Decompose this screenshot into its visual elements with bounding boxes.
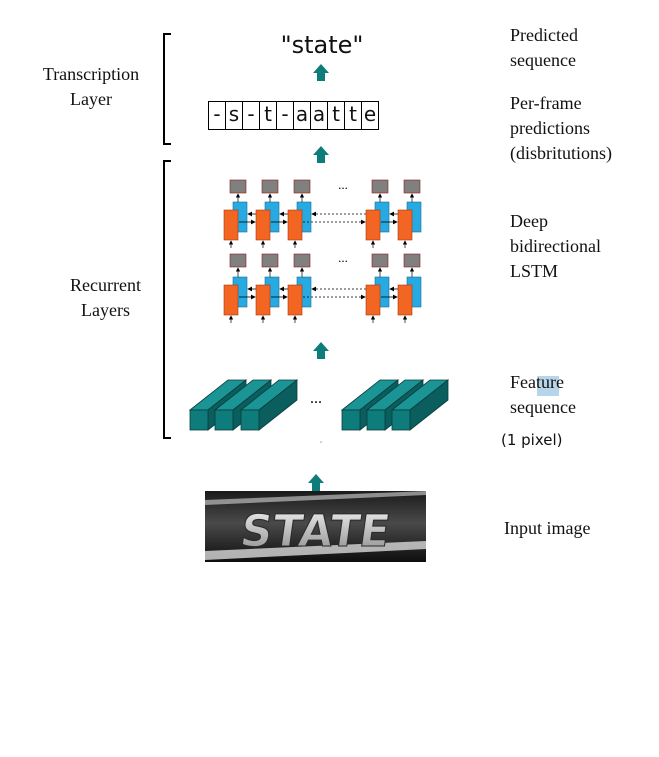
lstm-forward-cell bbox=[365, 209, 381, 241]
up-arrow-icon bbox=[313, 146, 329, 163]
lstm-output-cell bbox=[403, 253, 421, 268]
per-frame-line3: (disbritutions) bbox=[510, 143, 612, 163]
lstm-forward-cell bbox=[365, 284, 381, 316]
input-image-label: Input image bbox=[504, 518, 591, 538]
per-frame-line1: Per-frame bbox=[510, 93, 582, 113]
lstm-output-cell bbox=[371, 253, 389, 268]
feature-line2: sequence bbox=[510, 397, 576, 417]
lstm-forward-cell bbox=[397, 209, 413, 241]
lstm-output-cell bbox=[261, 179, 279, 194]
lstm-ellipsis-mid: ... bbox=[338, 250, 348, 265]
per-frame-predictions: - s - t - a a t t e bbox=[208, 101, 379, 130]
lstm-forward-cell bbox=[287, 284, 303, 316]
feature-sequence-label: Feature sequence bbox=[510, 370, 576, 420]
lstm-forward-cell bbox=[397, 284, 413, 316]
transcription-label-line2: Layer bbox=[70, 89, 112, 109]
transcription-bracket bbox=[163, 33, 171, 145]
lstm-line1: Deep bbox=[510, 211, 548, 231]
lstm-output-cell bbox=[293, 179, 311, 194]
lstm-line3: LSTM bbox=[510, 261, 559, 281]
pixel-dot bbox=[320, 441, 322, 443]
input-image-graphic: STATE bbox=[205, 491, 426, 562]
recurrent-label-line1: Recurrent bbox=[70, 275, 141, 295]
feature-block-front bbox=[366, 409, 386, 431]
lstm-forward-cell bbox=[255, 209, 271, 241]
lstm-output-cell bbox=[293, 253, 311, 268]
feature-ellipsis: ... bbox=[310, 390, 322, 407]
feature-block-front bbox=[240, 409, 260, 431]
recurrent-layers-label: Recurrent Layers bbox=[58, 273, 153, 323]
lstm-label: Deep bidirectional LSTM bbox=[510, 209, 601, 284]
lstm-output-cell bbox=[261, 253, 279, 268]
lstm-output-cell bbox=[229, 179, 247, 194]
up-arrow-icon bbox=[313, 64, 329, 81]
lstm-output-cell bbox=[403, 179, 421, 194]
feature-block-front bbox=[189, 409, 209, 431]
feature-block-front bbox=[391, 409, 411, 431]
predicted-line1: Predicted bbox=[510, 25, 578, 45]
lstm-forward-cell bbox=[287, 209, 303, 241]
output-word: "state" bbox=[280, 31, 364, 59]
lstm-forward-cell bbox=[255, 284, 271, 316]
up-arrow-icon bbox=[313, 342, 329, 359]
recurrent-bracket bbox=[163, 160, 171, 439]
feature-note: (1 pixel) bbox=[501, 431, 563, 449]
lstm-ellipsis-top: ... bbox=[338, 177, 348, 192]
prediction-cell: e bbox=[361, 101, 379, 130]
feature-line1: Feature bbox=[510, 372, 564, 392]
per-frame-predictions-label: Per-frame predictions (disbritutions) bbox=[510, 91, 612, 166]
lstm-output-cell bbox=[229, 253, 247, 268]
input-image: STATE bbox=[205, 491, 426, 562]
up-arrow-icon bbox=[308, 474, 324, 491]
predicted-line2: sequence bbox=[510, 50, 576, 70]
feature-block-front bbox=[214, 409, 234, 431]
transcription-label-line1: Transcription bbox=[42, 64, 140, 84]
input-image-text: STATE bbox=[237, 506, 393, 557]
lstm-output-cell bbox=[371, 179, 389, 194]
feature-block-front bbox=[341, 409, 361, 431]
transcription-layer-label: Transcription Layer bbox=[30, 62, 152, 112]
lstm-forward-cell bbox=[223, 209, 239, 241]
lstm-forward-cell bbox=[223, 284, 239, 316]
per-frame-line2: predictions bbox=[510, 118, 590, 138]
predicted-sequence-label: Predicted sequence bbox=[510, 23, 578, 73]
lstm-line2: bidirectional bbox=[510, 236, 601, 256]
recurrent-label-line2: Layers bbox=[81, 300, 130, 320]
feature-highlight bbox=[537, 376, 559, 396]
